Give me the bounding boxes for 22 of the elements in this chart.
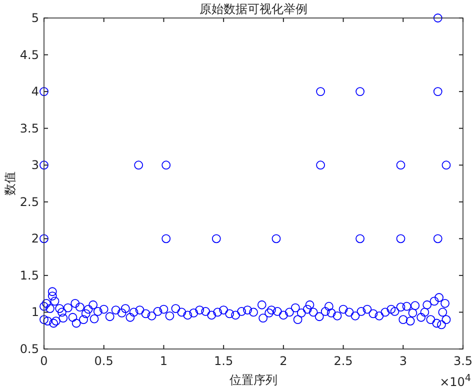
x-tick-label: 0 <box>40 354 48 368</box>
y-tick-label: 2 <box>31 232 39 246</box>
x-axis-title: 位置序列 <box>230 373 278 387</box>
x-tick-label: 1 <box>160 354 168 368</box>
y-tick-label: 2.5 <box>20 194 39 209</box>
chart-title: 原始数据可视化举例 <box>200 2 308 16</box>
y-tick-label: 1.5 <box>20 268 39 282</box>
y-tick-label: 4 <box>31 84 39 99</box>
x-tick-label: 3.5 <box>453 354 473 368</box>
x-tick-label: 3 <box>399 354 407 368</box>
y-tick-label: 4.5 <box>20 48 39 62</box>
y-axis-title: 数值 <box>3 172 17 196</box>
x-tick-label: 0.5 <box>94 354 114 368</box>
x-tick-label: 2 <box>280 354 288 368</box>
y-tick-label: 3.5 <box>20 121 39 136</box>
text: ×10$^{4}$ <box>440 372 471 389</box>
x-tick-label: 1.5 <box>214 354 234 368</box>
y-tick-label: 0.5 <box>20 342 39 356</box>
y-tick-label: 3 <box>31 158 39 172</box>
x-tick-label: 2.5 <box>334 354 353 368</box>
y-tick-label: 5 <box>31 11 39 25</box>
y-tick-label: 1 <box>31 305 39 320</box>
